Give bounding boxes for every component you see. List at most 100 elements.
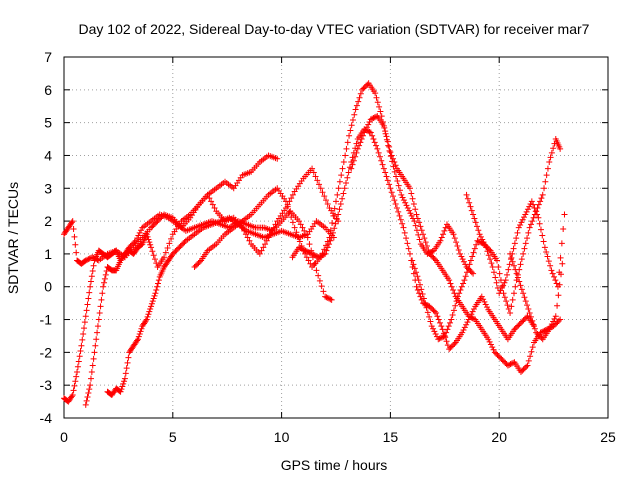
plus-marker (523, 314, 530, 321)
plus-marker (322, 293, 329, 300)
plus-marker (516, 321, 523, 328)
plus-marker (175, 245, 182, 252)
plus-marker (71, 233, 78, 240)
plus-marker (180, 240, 187, 247)
plus-marker (466, 199, 473, 206)
plus-marker (501, 294, 508, 301)
plus-marker (435, 336, 442, 343)
plus-marker (490, 346, 497, 353)
y-tick-label: 1 (44, 246, 52, 262)
plus-marker (513, 235, 520, 242)
plus-marker (551, 321, 558, 328)
plus-marker (349, 117, 356, 124)
plus-marker (387, 185, 394, 192)
plus-marker (428, 323, 435, 330)
plus-marker (493, 350, 500, 357)
y-tick-label: -3 (40, 377, 53, 393)
plus-marker (524, 235, 531, 242)
plus-marker (94, 323, 101, 330)
plus-marker (344, 174, 351, 181)
plus-marker (504, 362, 511, 369)
plus-marker (372, 90, 379, 97)
plus-marker (478, 293, 485, 300)
plus-marker (409, 195, 416, 202)
plus-marker (460, 327, 467, 334)
plus-marker (299, 246, 306, 253)
plus-marker (359, 132, 366, 139)
plus-marker (439, 334, 446, 341)
plus-marker (510, 359, 517, 366)
x-tick-label: 10 (274, 429, 290, 445)
plus-marker (458, 283, 465, 290)
plus-marker (447, 280, 454, 287)
plus-marker (431, 308, 438, 315)
plus-marker (398, 191, 405, 198)
plus-marker (553, 280, 560, 287)
plus-marker (339, 195, 346, 202)
plus-marker (502, 359, 509, 366)
plus-marker (77, 348, 84, 355)
plus-marker (521, 315, 528, 322)
plus-marker (130, 240, 137, 247)
plus-marker (453, 239, 460, 246)
plus-marker (380, 122, 387, 129)
plus-marker (526, 224, 533, 231)
plus-marker (407, 210, 414, 217)
plus-marker (512, 283, 519, 290)
plus-marker (172, 248, 179, 255)
plus-marker (436, 335, 443, 342)
plus-marker (344, 139, 351, 146)
plus-marker (529, 218, 536, 225)
plus-marker (288, 195, 295, 202)
plus-marker (546, 159, 553, 166)
plus-marker (524, 362, 531, 369)
plus-marker (155, 216, 162, 223)
plus-marker (171, 249, 178, 256)
plus-marker (377, 108, 384, 115)
plus-marker (497, 287, 504, 294)
plus-marker (471, 215, 478, 222)
plus-marker (448, 316, 455, 323)
plus-marker (452, 302, 459, 309)
plus-marker (150, 295, 157, 302)
plus-marker (68, 219, 75, 226)
plus-marker (365, 128, 372, 135)
plus-marker (148, 300, 155, 307)
plus-marker (93, 336, 100, 343)
plus-marker (349, 161, 356, 168)
plus-marker (519, 216, 526, 223)
plus-marker (80, 330, 87, 337)
plus-marker (551, 273, 558, 280)
plus-marker (72, 378, 79, 385)
plus-marker (464, 319, 471, 326)
plus-marker (411, 265, 418, 272)
plus-marker (557, 271, 564, 278)
plus-marker (508, 303, 515, 310)
plus-marker (354, 145, 361, 152)
plus-marker (530, 321, 537, 328)
plus-marker (413, 211, 420, 218)
plus-marker (310, 251, 317, 258)
plus-marker (487, 341, 494, 348)
x-tick-label: 25 (600, 429, 616, 445)
plus-marker (331, 225, 338, 232)
plus-marker (547, 262, 554, 269)
plus-marker (327, 237, 334, 244)
plus-marker (450, 307, 457, 314)
plus-marker (447, 319, 454, 326)
plus-marker (181, 239, 188, 246)
plus-marker (429, 253, 436, 260)
plus-marker (393, 204, 400, 211)
plus-marker (168, 235, 175, 242)
plus-marker (119, 383, 126, 390)
plus-marker (526, 203, 533, 210)
plus-marker (383, 173, 390, 180)
plus-marker (312, 252, 319, 259)
plus-marker (392, 162, 399, 169)
plus-marker (469, 315, 476, 322)
plus-marker (522, 211, 529, 218)
plus-marker (528, 348, 535, 355)
plus-marker (350, 157, 357, 164)
plus-marker (121, 378, 128, 385)
plus-marker (457, 287, 464, 294)
